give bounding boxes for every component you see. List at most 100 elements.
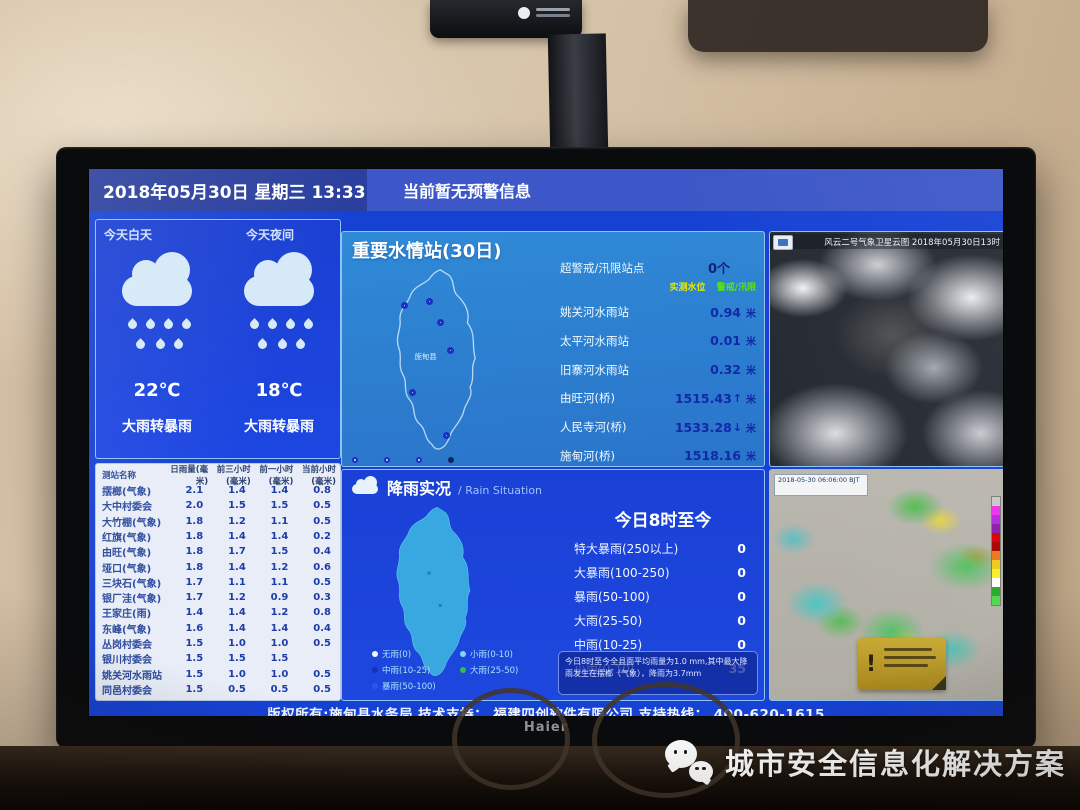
- cell-prev1h: 1.5: [270, 500, 289, 512]
- table-row: 摆榔(气象) 2.1 1.4 1.4 0.8: [98, 483, 338, 498]
- cell-prev3h: 1.4: [228, 485, 246, 497]
- legend-color-dot: [372, 683, 378, 689]
- table-row: 银厂洼(气象) 1.7 1.2 0.9 0.3: [98, 590, 338, 605]
- rain-category-row: 特大暴雨(250以上) 0: [574, 536, 756, 560]
- water-station-row: 姚关河水雨站 0.94 米: [560, 300, 756, 324]
- measured-level-legend: 实测水位: [669, 283, 706, 293]
- water-level-legend: 实测水位 警戒/汛限: [560, 280, 756, 293]
- cell-prev1h: 1.0: [270, 668, 289, 680]
- cell-prev3h: 1.7: [228, 546, 246, 558]
- cell-prev3h: 1.0: [228, 637, 246, 649]
- wall-shadow: [688, 0, 988, 52]
- rain-category-count: 0: [737, 636, 746, 652]
- cell-station-name: 姚关河水雨站: [102, 670, 162, 682]
- rain-situation-header: 降雨实况 / Rain Situation: [350, 475, 542, 499]
- radar-scale-cell: [992, 506, 1000, 515]
- rain-category-label: 大暴雨(100-250): [574, 565, 670, 580]
- cell-prev3h: 1.2: [228, 592, 246, 604]
- legend-label: 暴雨(50-100): [382, 682, 436, 692]
- station-level-value: 1518.16: [684, 448, 741, 464]
- rain-category-count: 0: [737, 612, 746, 628]
- ceiling-device: [430, 0, 582, 38]
- map-legend-dot: [352, 457, 358, 463]
- station-level-unit: 米: [746, 308, 756, 320]
- cell-prev1h: 1.0: [270, 637, 289, 649]
- table-row: 大中村委会 2.0 1.5 1.5 0.5: [98, 498, 338, 513]
- table-row: 红旗(气象) 1.8 1.4 1.4 0.2: [98, 529, 338, 544]
- cell-daily: 1.5: [185, 668, 204, 680]
- water-panel-title: 重要水情站(30日): [352, 241, 502, 262]
- header-bar: 2018年05月30日 星期三 13:33:08 当前暂无预警信息: [89, 169, 1003, 211]
- cell-station-name: 王家庄(雨): [102, 609, 152, 621]
- cell-daily: 1.8: [185, 561, 204, 573]
- cell-current-hour: 0.5: [313, 637, 331, 649]
- satellite-logo-icon: [773, 235, 793, 250]
- warning-limit-legend: 警戒/汛限: [716, 283, 756, 293]
- cell-current-hour: 0.2: [313, 530, 331, 542]
- station-level-value: 1533.28: [674, 419, 732, 435]
- cell-daily: 2.0: [185, 500, 204, 512]
- rain-legend-item: 无雨(0): [372, 648, 460, 660]
- rain-legend-item: 暴雨(50-100): [372, 680, 460, 692]
- device-logo-icon: [518, 7, 530, 19]
- rain-category-label: 中雨(10-25): [574, 637, 643, 652]
- station-level-unit: 米: [746, 394, 756, 406]
- rain-category-label: 特大暴雨(250以上): [574, 541, 679, 556]
- station-level-unit: 米: [746, 423, 756, 435]
- station-marker: [425, 297, 433, 305]
- cell-prev3h: 0.5: [228, 683, 246, 695]
- cell-daily: 2.1: [185, 485, 204, 497]
- rain-category-row: 大暴雨(100-250) 0: [574, 560, 756, 584]
- cell-prev3h: 1.4: [228, 607, 246, 619]
- cell-prev1h: 1.1: [270, 576, 289, 588]
- cell-current-hour: 0.5: [313, 515, 331, 527]
- cell-station-name: 丛岗村委会: [102, 639, 152, 651]
- cell-prev3h: 1.0: [228, 668, 246, 680]
- rain-category-label: 暴雨(50-100): [574, 589, 650, 604]
- weather-night-desc: 大雨转暴雨: [244, 419, 314, 435]
- table-row: 丛岗村委会 1.5 1.0 1.0 0.5: [98, 636, 338, 651]
- cell-daily: 1.5: [185, 653, 204, 665]
- station-level-value: 1515.43: [674, 390, 732, 406]
- county-map: 施甸县: [356, 262, 518, 460]
- table-row: 垭口(气象) 1.8 1.4 1.2 0.6: [98, 559, 338, 575]
- radar-panel: 2018-05-30 06:06:00 BJT: [769, 469, 1003, 701]
- weather-night-temp: 18℃: [255, 380, 303, 401]
- cell-prev1h: 1.5: [270, 546, 289, 558]
- cell-daily: 1.6: [185, 622, 204, 634]
- radar-scale-cell: [992, 578, 1000, 587]
- weather-day-label: 今天白天: [104, 228, 153, 242]
- radar-scale-cell: [992, 551, 1000, 560]
- radar-scale-cell: [992, 569, 1000, 578]
- cell-prev3h: 1.1: [228, 576, 246, 588]
- legend-label: 无雨(0): [382, 650, 412, 660]
- cell-current-hour: 0.8: [313, 607, 331, 619]
- rain-legend: 无雨(0) 小雨(0-10) 中雨(10-25): [372, 648, 562, 692]
- rain-situation-subtitle: / Rain Situation: [458, 484, 543, 497]
- weather-day-temp: 22℃: [133, 380, 181, 401]
- cell-prev3h: 1.2: [228, 515, 246, 527]
- weather-day-desc: 大雨转暴雨: [122, 419, 192, 435]
- county-name-label: 施甸县: [414, 352, 437, 362]
- rainfall-table-panel: 测站名称 日雨量(毫米) 前三小时(毫米) 前一小时(毫米) 当前小时(毫米) …: [95, 463, 341, 701]
- weather-night-column: 今天夜间 18℃ 大雨转暴雨: [218, 220, 340, 458]
- station-marker: [446, 347, 454, 355]
- rain-category-row: 大雨(25-50) 0: [574, 608, 756, 632]
- cell-prev1h: 0.5: [270, 683, 289, 695]
- radar-scale-cell: [992, 533, 1000, 542]
- cell-station-name: 同邑村委会: [102, 685, 152, 697]
- cell-prev1h: 1.1: [270, 515, 289, 527]
- header-alert-section: 当前暂无预警信息: [367, 169, 1003, 211]
- cell-daily: 1.4: [185, 607, 204, 619]
- rain-category-count: 0: [737, 540, 746, 556]
- legend-label: 小雨(0-10): [470, 650, 513, 660]
- table-row: 王家庄(雨) 1.4 1.4 1.2 0.8: [98, 605, 338, 620]
- rain-category-row: 暴雨(50-100) 0: [574, 584, 756, 608]
- cell-prev1h: 1.4: [270, 485, 289, 497]
- cell-station-name: 银厂洼(气象): [102, 594, 162, 606]
- rain-cloud-icon: [114, 252, 200, 364]
- cell-station-name: 银川村委会: [102, 655, 152, 667]
- cell-station-name: 垭口(气象): [102, 563, 152, 575]
- station-level-unit: 米: [746, 366, 756, 378]
